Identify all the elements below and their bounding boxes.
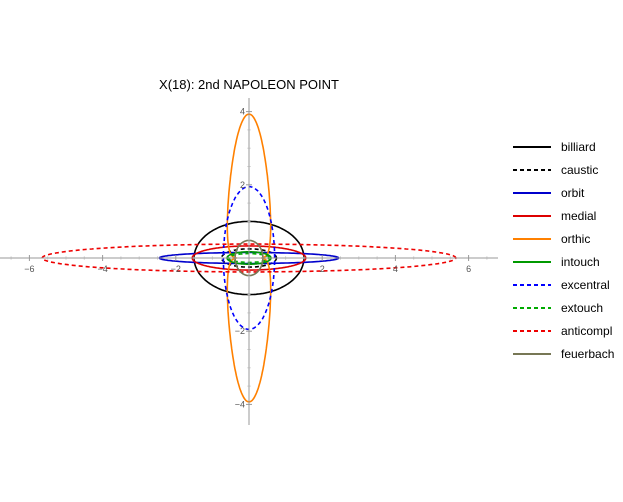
- x-tick-label: 2: [320, 264, 325, 274]
- series-caustic: [220, 247, 278, 268]
- ticks-group: −6 −4 −2 2 4 6 −4 −2 2 4: [10, 107, 488, 409]
- legend-label-orbit: orbit: [561, 186, 585, 200]
- legend-label-extouch: extouch: [561, 301, 603, 315]
- y-tick-label: −4: [235, 399, 245, 409]
- legend-label-anticompl: anticompl: [561, 324, 612, 338]
- legend-label-billiard: billiard: [561, 140, 596, 154]
- legend-label-caustic: caustic: [561, 163, 598, 177]
- legend-label-medial: medial: [561, 209, 596, 223]
- y-tick-label: −2: [235, 326, 245, 336]
- x-tick-label: 4: [393, 264, 398, 274]
- x-tick-label: −2: [171, 264, 181, 274]
- legend-label-intouch: intouch: [561, 255, 600, 269]
- chart-title: X(18): 2nd NAPOLEON POINT: [159, 77, 339, 92]
- legend: billiard caustic orbit medial orthic intouch e…: [513, 140, 614, 361]
- legend-label-feuerbach: feuerbach: [561, 347, 614, 361]
- x-tick-label: −4: [97, 264, 107, 274]
- x-tick-label: 6: [466, 264, 471, 274]
- y-tick-label: 4: [240, 107, 245, 117]
- legend-label-excentral: excentral: [561, 278, 610, 292]
- y-tick-label: 2: [240, 180, 245, 190]
- x-tick-label: −6: [24, 264, 34, 274]
- legend-label-orthic: orthic: [561, 232, 590, 246]
- axes-group: [0, 98, 498, 425]
